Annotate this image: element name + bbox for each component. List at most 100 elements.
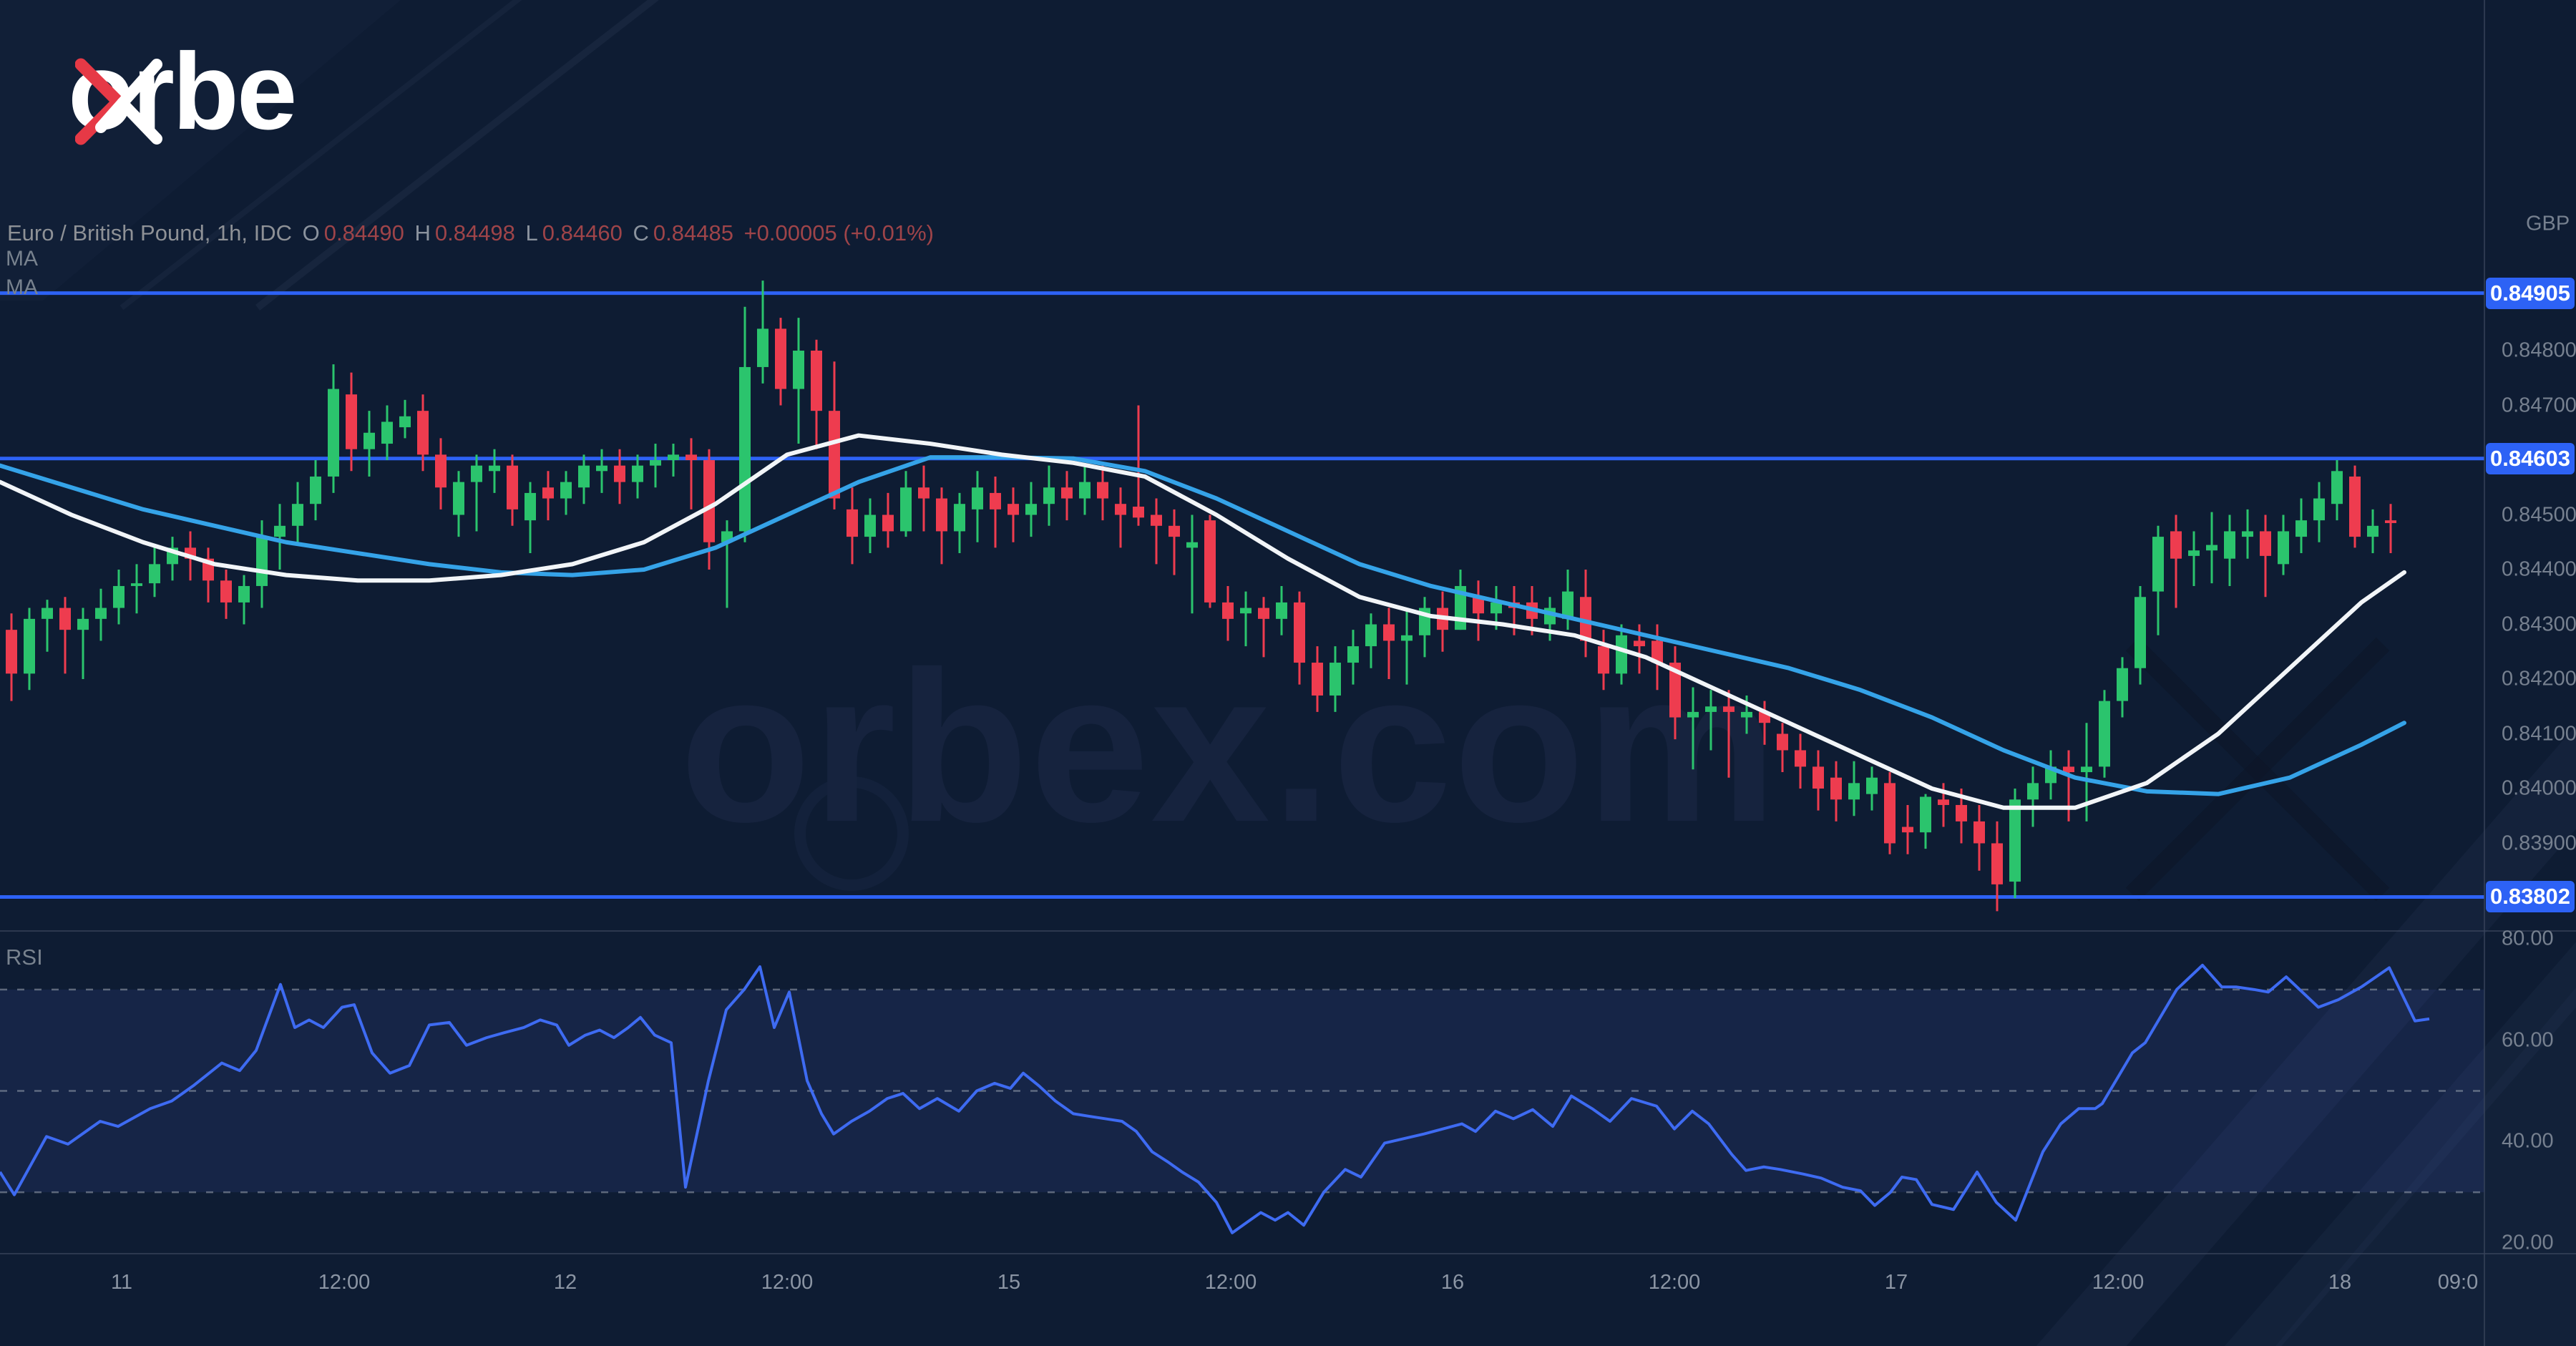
candle-body: [1902, 826, 1913, 833]
candle-body: [489, 465, 500, 472]
candle-body: [1598, 646, 1609, 674]
candle-body: [1222, 602, 1234, 619]
candle-body: [1312, 663, 1323, 696]
price-tick: 0.84300: [2502, 613, 2576, 635]
candle-body: [42, 608, 53, 619]
candle-body: [1723, 706, 1735, 712]
price-tick: 0.84700: [2502, 394, 2576, 416]
candle-body: [990, 492, 1001, 509]
open-label: O: [302, 220, 320, 245]
time-tick: 09:0: [2437, 1271, 2479, 1294]
candle-body: [149, 564, 160, 584]
candle-body: [1097, 482, 1108, 499]
candle-body: [739, 366, 751, 532]
price-level-badge: 0.84905: [2486, 277, 2575, 309]
ma-fast-line: [0, 433, 2406, 810]
candle-body: [900, 487, 912, 532]
candle-body: [829, 411, 840, 499]
time-tick: 12:00: [1648, 1271, 1701, 1294]
candle-body: [1705, 706, 1717, 712]
candle-body: [703, 460, 715, 542]
candle-body: [399, 416, 411, 428]
time-axis[interactable]: 11 12:00 12 12:00 15 12:00 16 12:00 17 12:00 18 09:…: [0, 1254, 2576, 1346]
ma-slow-line: [0, 455, 2406, 796]
time-tick: 12: [553, 1271, 577, 1294]
candle-body: [1240, 608, 1252, 614]
candle-body: [650, 460, 661, 466]
candle-body: [1115, 504, 1126, 515]
price-tick: 0.84000: [2502, 776, 2576, 800]
candle-body: [1956, 804, 1967, 821]
candle-body: [381, 421, 393, 444]
time-tick: 15: [997, 1271, 1021, 1294]
candle-body: [274, 525, 286, 537]
candle-body: [1866, 777, 1878, 794]
candle-body: [2206, 545, 2218, 551]
candle-body: [2349, 476, 2361, 537]
time-tick: 11: [110, 1271, 133, 1294]
candle-body: [1920, 796, 1931, 833]
candle-body: [2117, 668, 2128, 701]
candle-body: [364, 432, 375, 449]
candle-body: [2170, 531, 2182, 559]
candle-body: [292, 504, 303, 526]
candle-body: [954, 504, 965, 532]
candle-body: [1347, 646, 1359, 663]
candle-body: [847, 509, 858, 537]
candle-body: [632, 465, 643, 482]
rsi-legend: RSI: [6, 945, 43, 970]
candle-body: [757, 328, 769, 367]
time-tick: 12:00: [1204, 1271, 1257, 1294]
candle-body: [2242, 531, 2253, 537]
close-label: C: [633, 220, 649, 245]
candle-body: [2367, 525, 2379, 537]
candle-body: [1741, 711, 1752, 718]
candle-body: [24, 618, 35, 674]
price-axis-currency: GBP: [2526, 212, 2570, 235]
candle-body: [668, 454, 679, 460]
rsi-tick: 20.00: [2502, 1231, 2554, 1254]
candle-body: [1401, 635, 1413, 641]
price-tick: 0.84400: [2502, 557, 2576, 581]
candle-body: [2081, 766, 2092, 773]
candle-body: [1169, 525, 1180, 537]
candle-body: [560, 482, 572, 499]
time-tick: 17: [1884, 1271, 1908, 1294]
price-level-badge: 0.83802: [2486, 881, 2575, 913]
open-value: 0.84490: [323, 220, 404, 245]
ma-legend: MA MA: [6, 245, 38, 302]
price-tick: 0.84800: [2502, 338, 2576, 362]
candle-body: [1079, 482, 1091, 499]
time-tick: 12:00: [318, 1271, 371, 1294]
rsi-tick: 80.00: [2502, 927, 2554, 950]
price-axis[interactable]: GBP 0.84800 0.84700 0.84500 0.84400 0.84300 0…: [2484, 0, 2576, 1346]
close-value: 0.84485: [653, 220, 733, 245]
candle-body: [793, 351, 804, 389]
candle-body: [578, 465, 590, 488]
candle-body: [811, 351, 822, 411]
candle-body: [1276, 602, 1287, 619]
candle-body: [1186, 542, 1198, 548]
candle-body: [77, 618, 89, 630]
low-value: 0.84460: [542, 220, 623, 245]
candle-body: [328, 389, 339, 477]
candle-body: [1383, 624, 1395, 641]
candle-body: [1669, 663, 1681, 718]
candle-body: [2063, 766, 2074, 773]
time-tick: 16: [1440, 1271, 1465, 1294]
candle-body: [471, 465, 482, 482]
price-tick: 0.83900: [2502, 832, 2576, 854]
orbex-logo: orbe: [68, 37, 297, 146]
low-label: L: [525, 220, 538, 245]
candle-body: [1813, 766, 1824, 789]
candle-body: [1043, 487, 1055, 504]
candle-body: [2224, 531, 2235, 559]
candle-body: [1991, 843, 2003, 884]
candle-body: [918, 487, 930, 499]
candle-body: [507, 465, 518, 509]
candle-body: [1008, 504, 1019, 515]
orbex-watermark: orbex.com: [680, 626, 1779, 867]
candle-body: [1294, 602, 1305, 663]
candle-body: [2313, 498, 2325, 521]
